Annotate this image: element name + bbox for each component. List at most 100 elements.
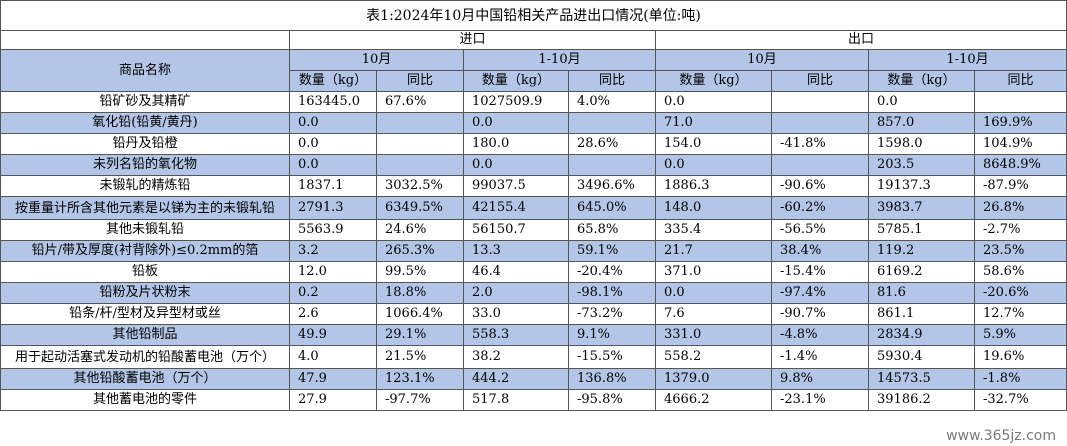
qty-cell: 119.2 — [868, 240, 975, 262]
yoy-cell: -1.4% — [771, 345, 869, 369]
table-row: 铅丹及铅橙 0.0 180.0 28.6% 154.0 -41.8% 1598.0 104.9… — [0, 133, 1067, 155]
qty-cell: 33.0 — [463, 303, 569, 325]
yoy-cell: -15.5% — [568, 345, 656, 369]
table-row: 其他铅制品 49.9 29.1% 558.3 9.1% 331.0 -4.8% 2834.9 5… — [0, 324, 1067, 346]
yoy-cell: 5.9% — [973, 324, 1067, 346]
qty-cell: 558.3 — [463, 324, 569, 346]
qty-cell: 3983.7 — [868, 196, 975, 220]
yoy-cell: -87.9% — [973, 175, 1067, 197]
product-name-cell: 其他蓄电池的零件 — [0, 389, 290, 411]
yoy-cell: -2.7% — [973, 219, 1067, 241]
yoy-header: 同比 — [973, 70, 1067, 92]
yoy-cell: 265.3% — [376, 240, 464, 262]
qty-cell: 14573.5 — [868, 368, 975, 390]
yoy-cell — [568, 112, 656, 134]
table-row: 其他铅酸蓄电池（万个） 47.9 123.1% 444.2 136.8% 1379.0 9.… — [0, 368, 1067, 390]
qty-header: 数量（kg） — [655, 70, 772, 92]
product-name-cell: 铅片/带及厚度(衬背除外)≤0.2mm的箔 — [0, 240, 290, 262]
qty-cell: 47.9 — [289, 368, 377, 390]
yoy-cell: 8648.9% — [973, 154, 1067, 176]
yoy-cell: -15.4% — [771, 261, 869, 283]
import-group-header: 进口 — [289, 30, 656, 50]
lead-trade-table: 表1:2024年10月中国铅相关产品进出口情况(单位:吨) 进口 出口 商品名称… — [0, 0, 1067, 411]
qty-header: 数量（kg） — [463, 70, 569, 92]
table-row: 未列名铅的氧化物 0.0 0.0 0.0 203.5 8648.9% — [0, 154, 1067, 176]
qty-cell: 154.0 — [655, 133, 772, 155]
yoy-cell: 1066.4% — [376, 303, 464, 325]
yoy-cell: 19.6% — [973, 345, 1067, 369]
yoy-header: 同比 — [376, 70, 464, 92]
qty-cell: 38.2 — [463, 345, 569, 369]
yoy-cell: 29.1% — [376, 324, 464, 346]
qty-cell: 0.0 — [655, 91, 772, 113]
yoy-cell: 21.5% — [376, 345, 464, 369]
qty-cell: 46.4 — [463, 261, 569, 283]
qty-cell: 56150.7 — [463, 219, 569, 241]
qty-header: 数量（kg） — [289, 70, 377, 92]
qty-cell: 331.0 — [655, 324, 772, 346]
qty-cell: 0.0 — [655, 154, 772, 176]
qty-cell: 1379.0 — [655, 368, 772, 390]
yoy-cell: 24.6% — [376, 219, 464, 241]
qty-cell: 861.1 — [868, 303, 975, 325]
qty-header: 数量（kg） — [868, 70, 975, 92]
yoy-cell: -20.4% — [568, 261, 656, 283]
yoy-cell: 4.0% — [568, 91, 656, 113]
yoy-cell: -90.7% — [771, 303, 869, 325]
blank-corner — [0, 30, 290, 50]
yoy-cell — [376, 154, 464, 176]
yoy-cell: -20.6% — [973, 282, 1067, 304]
yoy-cell: -97.4% — [771, 282, 869, 304]
table-row: 氧化铅(铅黄/黄丹) 0.0 0.0 71.0 857.0 169.9% — [0, 112, 1067, 134]
yoy-cell — [973, 91, 1067, 113]
qty-cell: 2834.9 — [868, 324, 975, 346]
yoy-cell: -32.7% — [973, 389, 1067, 411]
yoy-cell: -23.1% — [771, 389, 869, 411]
yoy-cell: 23.5% — [973, 240, 1067, 262]
yoy-cell: 9.8% — [771, 368, 869, 390]
qty-cell: 163445.0 — [289, 91, 377, 113]
table-row: 铅条/杆/型材及异型材或丝 2.6 1066.4% 33.0 -73.2% 7.6 -90.… — [0, 303, 1067, 325]
qty-cell: 13.3 — [463, 240, 569, 262]
product-name-cell: 其他铅酸蓄电池（万个） — [0, 368, 290, 390]
qty-cell: 0.0 — [289, 112, 377, 134]
qty-cell: 19137.3 — [868, 175, 975, 197]
yoy-cell: 3032.5% — [376, 175, 464, 197]
qty-cell: 0.0 — [655, 282, 772, 304]
qty-cell: 4.0 — [289, 345, 377, 369]
table-row: 铅矿砂及其精矿 163445.0 67.6% 1027509.9 4.0% 0.0 0.0 — [0, 91, 1067, 113]
qty-cell: 335.4 — [655, 219, 772, 241]
qty-cell: 49.9 — [289, 324, 377, 346]
qty-cell: 0.0 — [289, 154, 377, 176]
yoy-cell: 136.8% — [568, 368, 656, 390]
yoy-cell — [568, 154, 656, 176]
qty-cell: 7.6 — [655, 303, 772, 325]
import-month-header: 10月 — [289, 49, 464, 71]
qty-cell: 0.2 — [289, 282, 377, 304]
yoy-cell — [376, 112, 464, 134]
qty-cell: 558.2 — [655, 345, 772, 369]
product-name-cell: 铅条/杆/型材及异型材或丝 — [0, 303, 290, 325]
qty-cell: 371.0 — [655, 261, 772, 283]
product-name-cell: 未锻轧的精炼铅 — [0, 175, 290, 197]
product-name-cell: 按重量计所含其他元素是以锑为主的未锻轧铅 — [0, 196, 290, 220]
qty-cell: 517.8 — [463, 389, 569, 411]
yoy-cell: 3496.6% — [568, 175, 656, 197]
export-group-header: 出口 — [654, 30, 1067, 50]
qty-cell: 5930.4 — [868, 345, 975, 369]
yoy-cell — [376, 133, 464, 155]
qty-cell: 81.6 — [868, 282, 975, 304]
table-title: 表1:2024年10月中国铅相关产品进出口情况(单位:吨) — [0, 0, 1067, 31]
yoy-cell: 18.8% — [376, 282, 464, 304]
yoy-cell: 58.6% — [973, 261, 1067, 283]
yoy-cell: 645.0% — [568, 196, 656, 220]
yoy-cell: 123.1% — [376, 368, 464, 390]
yoy-cell: -56.5% — [771, 219, 869, 241]
yoy-cell — [771, 91, 869, 113]
product-name-cell: 其他未锻轧铅 — [0, 219, 290, 241]
site-watermark: www.365jz.com — [943, 428, 1059, 444]
yoy-cell: -60.2% — [771, 196, 869, 220]
qty-cell: 4666.2 — [655, 389, 772, 411]
yoy-cell: 6349.5% — [376, 196, 464, 220]
qty-cell: 99037.5 — [463, 175, 569, 197]
